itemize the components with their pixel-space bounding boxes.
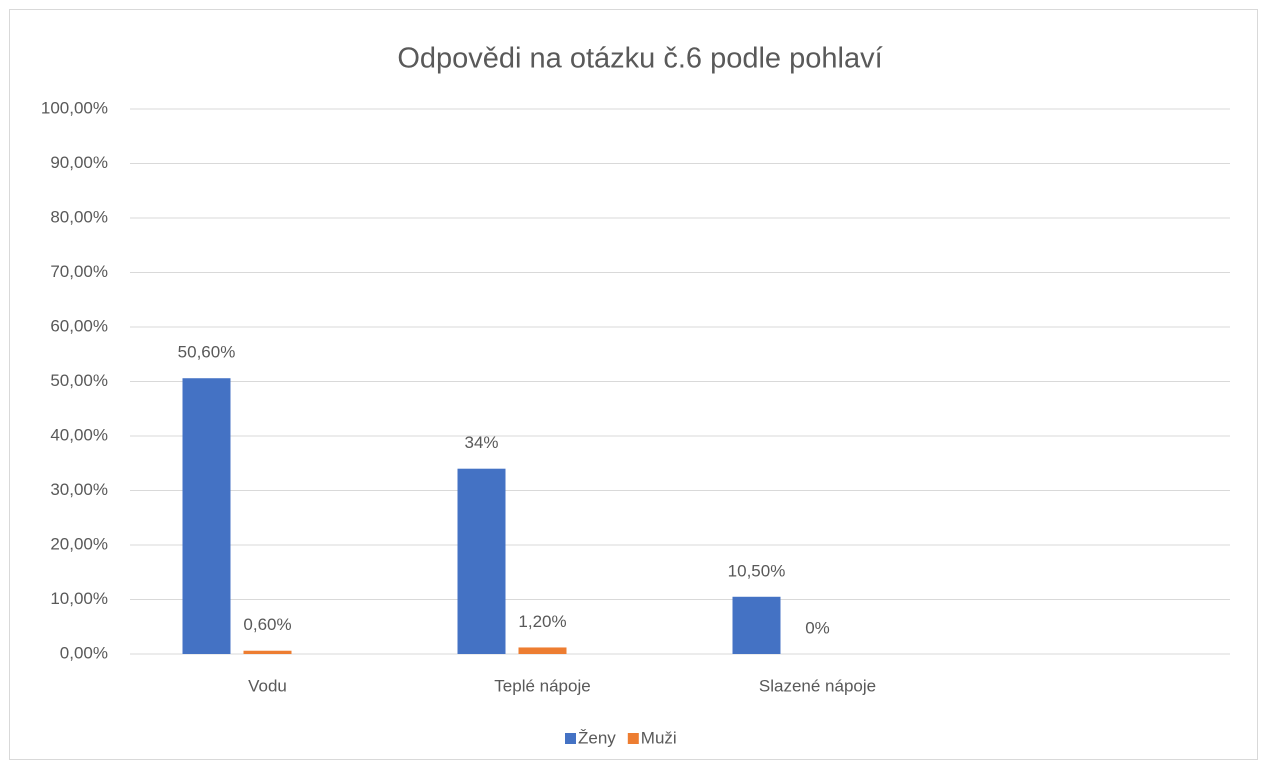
legend-swatch <box>565 733 576 744</box>
y-tick-label: 80,00% <box>50 207 108 226</box>
y-tick-label: 50,00% <box>50 371 108 390</box>
y-tick-label: 100,00% <box>41 98 108 117</box>
y-tick-label: 90,00% <box>50 153 108 172</box>
value-label: 50,60% <box>178 343 236 362</box>
bar <box>457 468 506 654</box>
value-label: 0,60% <box>243 615 291 634</box>
x-tick-label: Slazené nápoje <box>759 676 876 695</box>
bar <box>732 596 781 654</box>
bar <box>518 647 567 654</box>
legend-label: Ženy <box>578 728 616 747</box>
value-label: 34% <box>464 433 498 452</box>
y-tick-label: 30,00% <box>50 480 108 499</box>
x-tick-label: Teplé nápoje <box>494 676 590 695</box>
value-label: 1,20% <box>518 612 566 631</box>
value-label: 10,50% <box>728 561 786 580</box>
legend-swatch <box>627 733 639 744</box>
y-tick-label: 10,00% <box>50 589 108 608</box>
legend-label: Muži <box>641 728 677 747</box>
x-tick-label: Vodu <box>248 676 287 695</box>
y-tick-label: 70,00% <box>50 262 108 281</box>
y-tick-label: 0,00% <box>60 643 108 662</box>
chart-title: Odpovědi na otázku č.6 podle pohlaví <box>397 43 882 75</box>
y-tick-label: 20,00% <box>50 534 108 553</box>
y-tick-label: 40,00% <box>50 425 108 444</box>
y-tick-label: 60,00% <box>50 316 108 335</box>
value-label: 0% <box>805 618 830 637</box>
bar <box>243 650 292 654</box>
bar <box>182 378 231 654</box>
